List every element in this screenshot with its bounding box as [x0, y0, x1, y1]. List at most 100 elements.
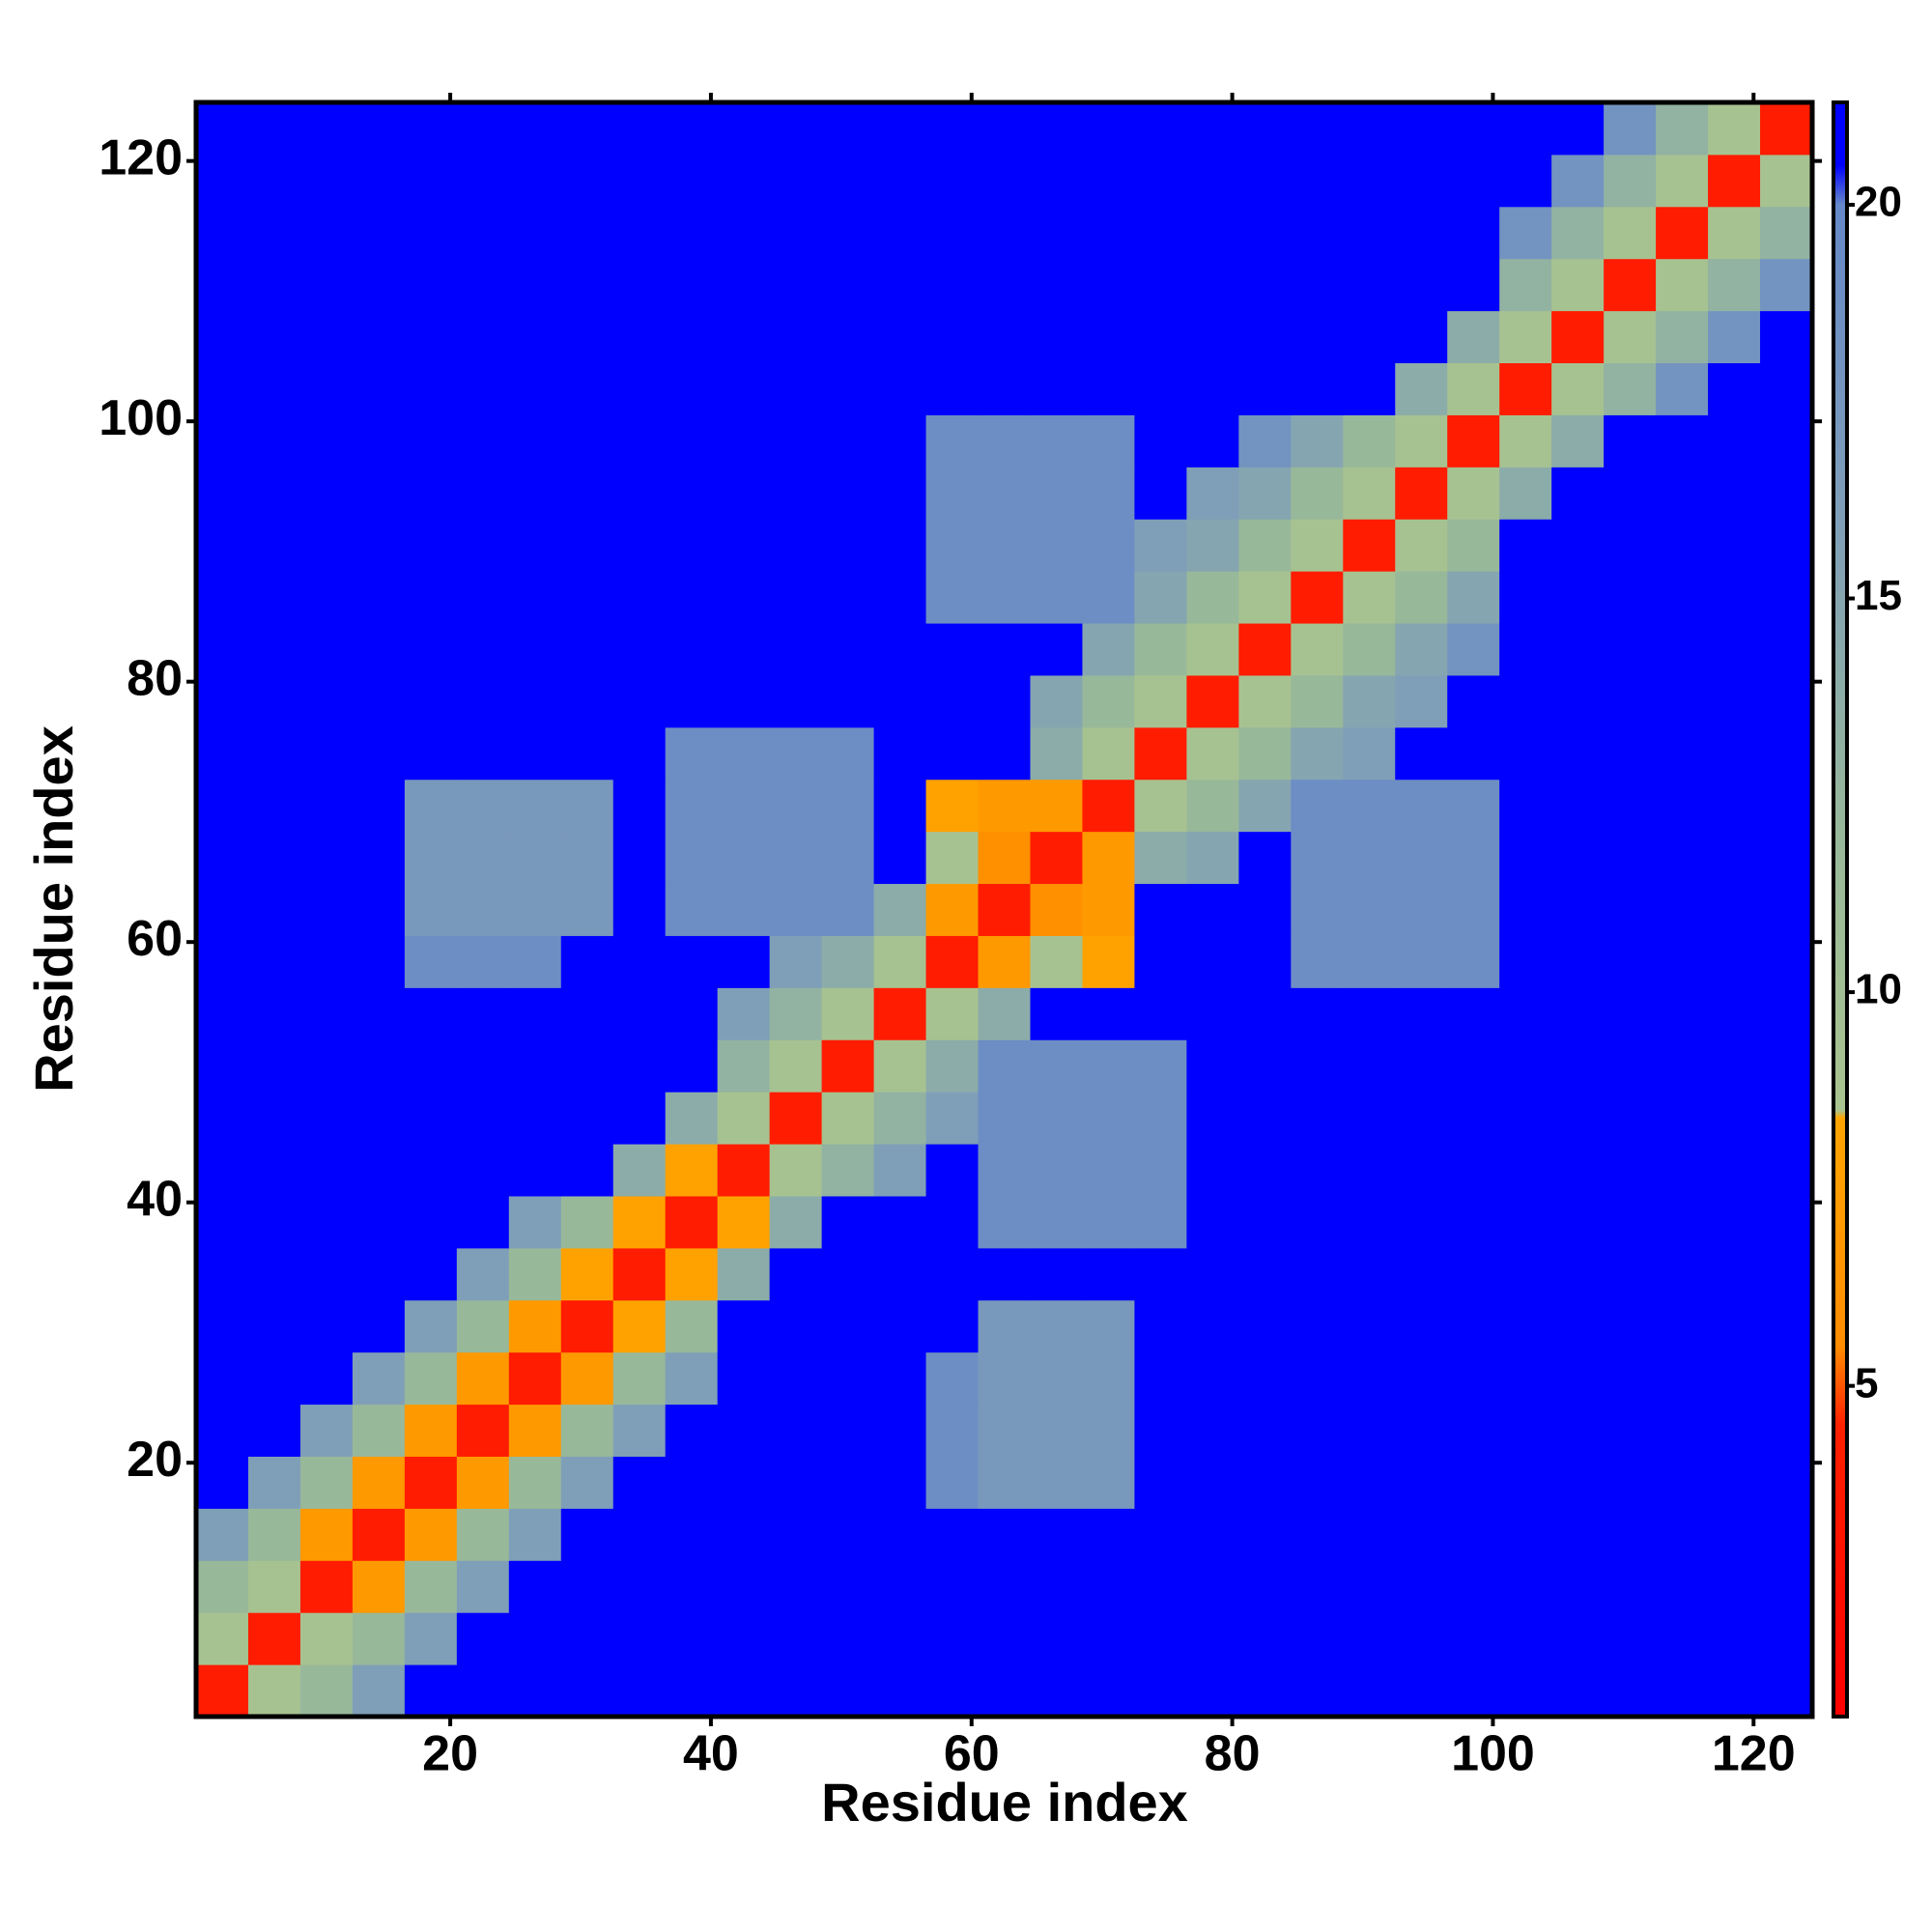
heatmap-cell: [1395, 571, 1448, 624]
x-tick-label: 60: [944, 1726, 1000, 1782]
heatmap-cell: [925, 1508, 980, 1561]
heatmap-cell: [404, 519, 458, 572]
y-tick-label: 40: [127, 1171, 183, 1227]
heatmap-cell: [560, 623, 614, 676]
heatmap-cell: [1238, 206, 1292, 260]
heatmap-cell: [612, 362, 667, 415]
heatmap-cell: [1343, 987, 1396, 1040]
heatmap-cell: [404, 831, 458, 885]
heatmap-cell: [1291, 571, 1344, 624]
heatmap-cell: [925, 935, 980, 988]
heatmap-cell: [1030, 726, 1083, 781]
heatmap-cell: [404, 1247, 458, 1301]
heatmap-cell: [1030, 1092, 1083, 1145]
heatmap-cell: [873, 467, 927, 520]
heatmap-cell: [769, 467, 823, 520]
heatmap-cell: [873, 779, 927, 833]
heatmap-cell: [1030, 1247, 1083, 1301]
heatmap-cell: [352, 831, 406, 885]
heatmap-cell: [352, 258, 406, 312]
heatmap-cell: [1291, 935, 1344, 988]
heatmap-cell: [665, 362, 719, 415]
heatmap-cell: [769, 1351, 823, 1406]
heatmap-cell: [560, 1195, 614, 1249]
heatmap-cell: [717, 1299, 771, 1353]
heatmap-cell: [612, 674, 667, 728]
heatmap-cell: [1499, 1195, 1552, 1249]
heatmap-cell: [1760, 674, 1813, 728]
heatmap-cell: [873, 1612, 927, 1665]
heatmap-cell: [717, 883, 771, 936]
heatmap-cell: [821, 1508, 875, 1561]
heatmap-cell: [456, 1299, 510, 1353]
heatmap-cell: [1395, 1351, 1448, 1406]
heatmap-cell: [196, 154, 249, 208]
heatmap-cell: [1343, 1664, 1396, 1718]
heatmap-cell: [560, 467, 614, 520]
heatmap-cell: [196, 1404, 249, 1457]
heatmap-cell: [560, 987, 614, 1040]
heatmap-cell: [196, 519, 249, 572]
heatmap-cell: [1551, 935, 1605, 988]
heatmap-cell: [1551, 206, 1605, 260]
heatmap-cell: [1082, 1144, 1135, 1197]
heatmap-cell: [925, 154, 980, 208]
heatmap-cell: [978, 1092, 1031, 1145]
heatmap-cell: [1343, 726, 1396, 781]
heatmap-cell: [1708, 1144, 1761, 1197]
heatmap-cell: [247, 1144, 301, 1197]
heatmap-cell: [717, 414, 771, 468]
heatmap-cell: [247, 674, 301, 728]
heatmap-cell: [769, 102, 823, 156]
heatmap-cell: [1499, 1612, 1552, 1665]
heatmap-cell: [508, 362, 562, 415]
heatmap-cell: [1604, 414, 1657, 468]
heatmap-cell: [1082, 258, 1135, 312]
heatmap-cell: [665, 987, 719, 1040]
heatmap-cell: [769, 1247, 823, 1301]
heatmap-cell: [404, 1664, 458, 1718]
heatmap-cell: [247, 1039, 301, 1093]
heatmap-cell: [978, 1247, 1031, 1301]
heatmap-cell: [1395, 467, 1448, 520]
heatmap-cell: [560, 1508, 614, 1561]
heatmap-cell: [1395, 1247, 1448, 1301]
heatmap-cell: [299, 987, 354, 1040]
heatmap-cell: [873, 1351, 927, 1406]
heatmap-cell: [925, 1195, 980, 1249]
heatmap-cell: [873, 623, 927, 676]
heatmap-cell: [1447, 1456, 1500, 1509]
heatmap-cell: [560, 726, 614, 781]
heatmap-cell: [821, 883, 875, 936]
heatmap-cell: [1082, 883, 1135, 936]
heatmap-cell: [1708, 831, 1761, 885]
heatmap-cell: [1238, 1612, 1292, 1665]
heatmap-cell: [456, 935, 510, 988]
heatmap-cell: [978, 1351, 1031, 1406]
heatmap-cell: [1551, 1508, 1605, 1561]
x-tick-label: 100: [1451, 1726, 1535, 1782]
heatmap-cell: [1134, 1092, 1187, 1145]
heatmap-cell: [821, 1144, 875, 1197]
heatmap-cell: [1134, 258, 1187, 312]
heatmap-cell: [404, 571, 458, 624]
heatmap-cell: [352, 1351, 406, 1406]
heatmap-cell: [456, 414, 510, 468]
heatmap-cell: [1186, 1664, 1239, 1718]
heatmap-cell: [247, 258, 301, 312]
heatmap-cell: [925, 1664, 980, 1718]
heatmap-cell: [1082, 1664, 1135, 1718]
heatmap-cell: [1447, 258, 1500, 312]
heatmap-cell: [196, 779, 249, 833]
heatmap-cell: [1760, 102, 1813, 156]
heatmap-cell: [1291, 726, 1344, 781]
heatmap-cell: [456, 674, 510, 728]
heatmap-cell: [1343, 571, 1396, 624]
heatmap-cell: [612, 831, 667, 885]
heatmap-cell: [612, 258, 667, 312]
heatmap-cell: [612, 1560, 667, 1613]
heatmap-cell: [1760, 1247, 1813, 1301]
heatmap-cell: [1238, 154, 1292, 208]
heatmap-cell: [1291, 258, 1344, 312]
